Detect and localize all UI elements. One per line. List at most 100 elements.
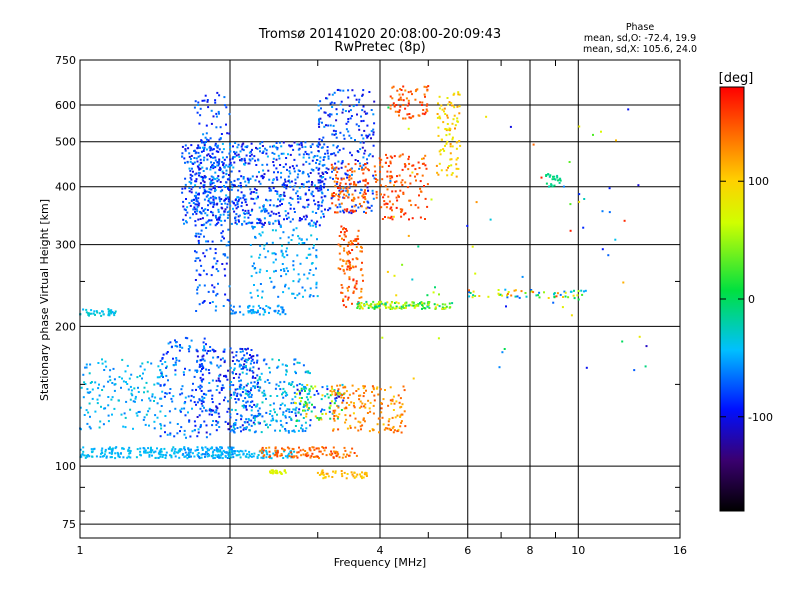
data-point	[400, 211, 403, 213]
data-point	[184, 209, 187, 212]
data-point	[316, 220, 319, 223]
data-point	[376, 386, 379, 389]
data-point	[222, 213, 225, 216]
data-point	[361, 166, 363, 169]
data-point	[217, 110, 220, 113]
data-point	[395, 301, 398, 304]
data-point	[332, 456, 335, 459]
data-point	[263, 311, 266, 314]
data-point	[310, 410, 313, 413]
data-point	[395, 206, 398, 209]
data-point	[453, 106, 456, 109]
data-point	[349, 182, 352, 185]
data-point	[284, 416, 287, 419]
data-point	[375, 180, 378, 183]
data-point	[290, 180, 293, 183]
data-point	[414, 305, 417, 308]
data-point	[232, 166, 235, 169]
data-point	[239, 182, 242, 184]
data-point	[251, 370, 254, 372]
data-point	[195, 212, 198, 215]
data-point	[209, 247, 212, 250]
data-point	[450, 158, 453, 161]
data-point	[507, 291, 510, 293]
data-point	[342, 177, 345, 180]
data-point	[222, 175, 225, 178]
data-point	[215, 420, 218, 423]
data-point	[250, 153, 253, 156]
data-point	[338, 235, 341, 237]
data-point	[298, 419, 301, 422]
data-point	[235, 213, 238, 216]
data-point	[360, 134, 363, 137]
x-tick-label: 16	[673, 544, 687, 557]
data-point	[201, 99, 204, 102]
data-point	[439, 117, 442, 120]
data-point	[159, 449, 162, 452]
data-point	[263, 420, 266, 423]
data-point	[199, 384, 202, 387]
data-point	[256, 383, 259, 386]
data-point	[242, 313, 245, 316]
data-point	[350, 212, 353, 215]
data-point	[299, 197, 302, 200]
data-point	[334, 204, 337, 207]
data-point	[279, 419, 282, 422]
data-point	[207, 290, 210, 293]
data-point	[193, 455, 196, 458]
data-point	[274, 269, 277, 272]
data-point	[156, 376, 159, 379]
data-point	[318, 138, 321, 141]
data-point	[357, 125, 360, 128]
data-point	[217, 282, 219, 285]
data-point	[309, 269, 312, 271]
data-point	[280, 306, 283, 309]
data-point	[452, 93, 455, 96]
data-point	[447, 166, 449, 169]
data-point	[315, 187, 318, 190]
data-point	[214, 197, 217, 199]
data-point	[266, 163, 269, 166]
data-point	[273, 454, 276, 457]
data-point	[86, 422, 89, 425]
data-point	[108, 451, 111, 454]
data-point	[385, 202, 388, 205]
data-point	[217, 208, 220, 211]
data-point	[214, 166, 217, 169]
data-point	[265, 152, 268, 155]
data-point	[283, 218, 285, 221]
data-point	[222, 172, 225, 175]
data-point	[201, 178, 204, 181]
data-point	[345, 210, 348, 213]
data-point	[402, 305, 405, 308]
data-point	[381, 336, 384, 339]
data-point	[97, 362, 100, 364]
y-tick-label: 400	[55, 181, 76, 194]
data-point	[506, 296, 509, 299]
data-point	[246, 421, 249, 424]
data-point	[444, 144, 446, 147]
data-point	[417, 114, 420, 117]
data-point	[93, 447, 96, 450]
data-point	[205, 124, 208, 127]
data-point	[143, 386, 146, 389]
data-point	[408, 199, 411, 202]
data-point	[333, 415, 336, 417]
data-point	[317, 189, 320, 192]
data-point	[450, 173, 453, 176]
data-point	[306, 384, 309, 386]
data-point	[255, 146, 257, 149]
data-point	[358, 303, 360, 305]
data-point	[234, 388, 237, 391]
data-point	[217, 221, 220, 224]
data-point	[224, 254, 227, 257]
data-point	[250, 393, 253, 396]
data-point	[241, 357, 244, 360]
data-point	[198, 174, 200, 177]
data-point	[279, 204, 282, 207]
data-point	[214, 144, 217, 147]
data-point	[341, 401, 344, 404]
data-point	[263, 244, 266, 247]
data-point	[369, 153, 372, 156]
data-point	[342, 259, 344, 262]
